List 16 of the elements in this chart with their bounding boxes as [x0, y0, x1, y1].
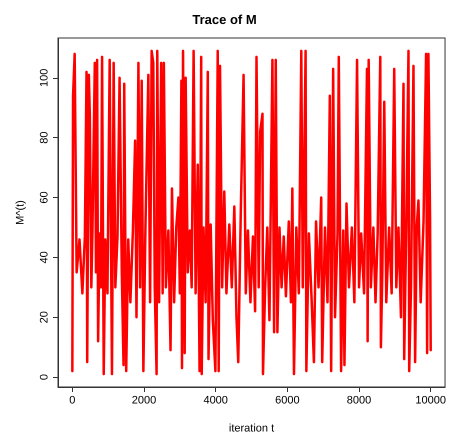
y-axis-title: M^(t)	[14, 200, 26, 225]
y-tick-label: 100	[38, 68, 50, 87]
x-tick-label: 2000	[132, 394, 156, 406]
y-tick-label: 60	[38, 191, 50, 204]
x-axis-title: iteration t	[228, 422, 274, 434]
line-series	[71, 50, 432, 376]
y-tick-label: 20	[38, 311, 50, 324]
x-tick-label: 4000	[203, 394, 228, 406]
y-tick-label: 80	[38, 132, 50, 144]
chart-title: Trace of M	[192, 12, 257, 27]
x-tick-label: 0	[69, 394, 76, 406]
x-tick-label: 8000	[346, 394, 372, 406]
y-tick-label: 0	[38, 374, 50, 380]
y-tick-label: 40	[38, 251, 50, 264]
x-tick-label: 6000	[275, 394, 300, 406]
x-tick-label: 10000	[415, 394, 446, 406]
